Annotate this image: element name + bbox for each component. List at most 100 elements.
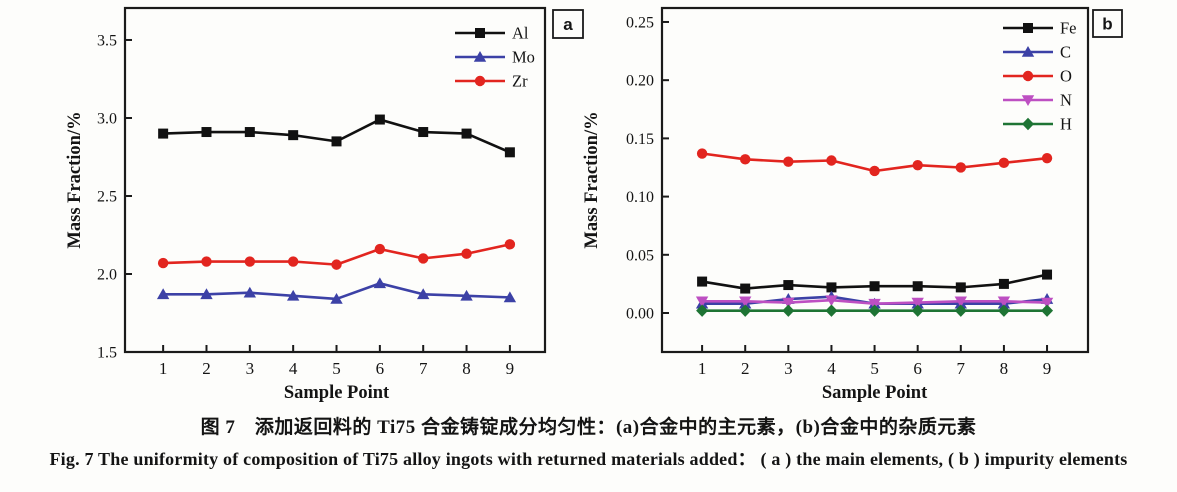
series-marker-Zr [504,239,516,250]
x-tick-label: 7 [957,359,966,378]
series-marker-Fe [1042,269,1053,280]
x-tick-label: 8 [1000,359,1009,378]
series-marker-H [739,304,752,317]
series-marker-N [825,295,838,307]
y-axis-title: Mass Fraction/% [65,111,85,248]
series-marker-Fe [740,283,751,294]
series-marker-O [696,148,708,159]
series-marker-N [868,298,881,310]
legend-marker-O [1022,70,1034,82]
series-marker-Mo [200,288,213,300]
series-marker-Al [504,147,515,158]
x-tick-label: 1 [159,359,168,378]
legend-label-N: N [1060,91,1072,110]
legend-a: Al Mo Zr [455,24,535,91]
legend-marker-N [1021,95,1035,106]
series-marker-H [696,304,709,317]
x-tick-label: 5 [332,359,341,378]
series-marker-Mo [243,286,257,298]
series-marker-Al [418,127,429,138]
y-tick-label: 0.25 [626,14,654,31]
x-tick-label: 3 [784,359,793,378]
chart-panel-a: 1.5 2.0 2.5 3.0 3.5 1 2 3 4 5 6 7 8 9 Sample Point Mass… [65,6,584,403]
series-marker-Zr [461,248,472,259]
x-tick-label: 4 [289,359,298,378]
legend-label-Fe: Fe [1060,19,1077,38]
y-tick-label: 1.5 [97,345,117,362]
series-marker-Mo [503,291,517,303]
y-tick-label: 0.10 [626,189,654,206]
legend-marker-Zr [474,75,486,87]
series-marker-Al [244,127,255,138]
plot-frame [123,6,547,354]
series-marker-H [868,304,881,317]
series-marker-O [826,155,837,166]
series-marker-H [825,304,838,317]
legend-label-Mo: Mo [512,48,535,67]
series-marker-Al [158,128,169,139]
y-tick-label: 2.0 [97,266,117,283]
series-marker-Al [288,130,299,141]
series-marker-Mo [373,277,387,289]
x-tick-label: 7 [419,359,428,378]
legend-label-O: O [1060,67,1072,86]
panel-label-letter: b [1102,15,1112,34]
x-axis-title: Sample Point [284,383,390,403]
series-marker-O [955,162,967,173]
series-marker-Zr [331,259,342,270]
series-marker-Zr [287,256,299,267]
x-tick-label: 2 [202,359,211,378]
series-marker-Fe [783,280,794,291]
y-tick-label: 0.05 [626,247,654,264]
x-tick-label: 2 [741,359,750,378]
series-marker-Fe [826,282,837,293]
y-tick-label: 3.5 [97,32,117,49]
panel-label-letter: a [563,15,573,34]
series-marker-H [1041,304,1054,317]
series-marker-Mo [330,292,343,304]
y-tick-label: 0.00 [626,306,654,323]
y-tick-label: 0.20 [626,73,654,90]
panel-label-box [1092,9,1123,38]
figure-canvas: 1.5 2.0 2.5 3.0 3.5 1 2 3 4 5 6 7 8 9 Sample Point Mass… [65,6,1123,403]
series-marker-Al [331,136,342,147]
series-marker-Zr [157,257,169,269]
legend-label-C: C [1060,43,1071,62]
legend-marker-Mo [473,51,487,62]
series-marker-Mo [417,288,430,300]
series-marker-Al [461,128,472,139]
legend-label-Al: Al [512,24,529,43]
y-tick-label: 3.0 [97,110,117,127]
series-marker-N [954,296,968,308]
y-axis-title: Mass Fraction/% [582,111,602,248]
series-marker-Al [374,114,385,125]
series-marker-O [998,157,1010,169]
series-marker-Mo [156,288,170,300]
series-marker-Fe [697,276,708,287]
series-marker-H [997,304,1010,317]
series-marker-N [997,296,1011,308]
series-marker-N [911,297,924,309]
series-marker-O [1041,152,1053,164]
series-marker-H [911,304,924,317]
series-marker-H [782,304,795,317]
series-marker-Fe [869,281,880,292]
series-marker-Mo [286,289,300,301]
figure-caption-zh: 图 7 添加返回料的 Ti75 合金铸锭成分均匀性：(a)合金中的主元素，(b)… [200,417,977,438]
series-marker-N [695,296,709,308]
series-marker-O [783,156,794,167]
series-marker-N [739,296,752,308]
panel-label-box [552,9,584,39]
series-marker-Zr [418,253,429,264]
x-tick-label: 1 [698,359,707,378]
x-axis-title: Sample Point [822,383,928,403]
series-marker-O [869,165,880,177]
series-marker-Fe [955,282,966,293]
legend-label-Zr: Zr [512,72,528,91]
figure-captions: 图 7 添加返回料的 Ti75 合金铸锭成分均匀性：(a)合金中的主元素，(b)… [0,414,1177,472]
x-tick-label: 5 [870,359,879,378]
series-marker-Fe [912,281,923,292]
series-marker-H [954,304,967,317]
chart-panel-b: 0.00 0.05 0.10 0.15 0.20 0.25 1 2 3 4 5 6 7 8 9 Sample … [582,6,1123,403]
